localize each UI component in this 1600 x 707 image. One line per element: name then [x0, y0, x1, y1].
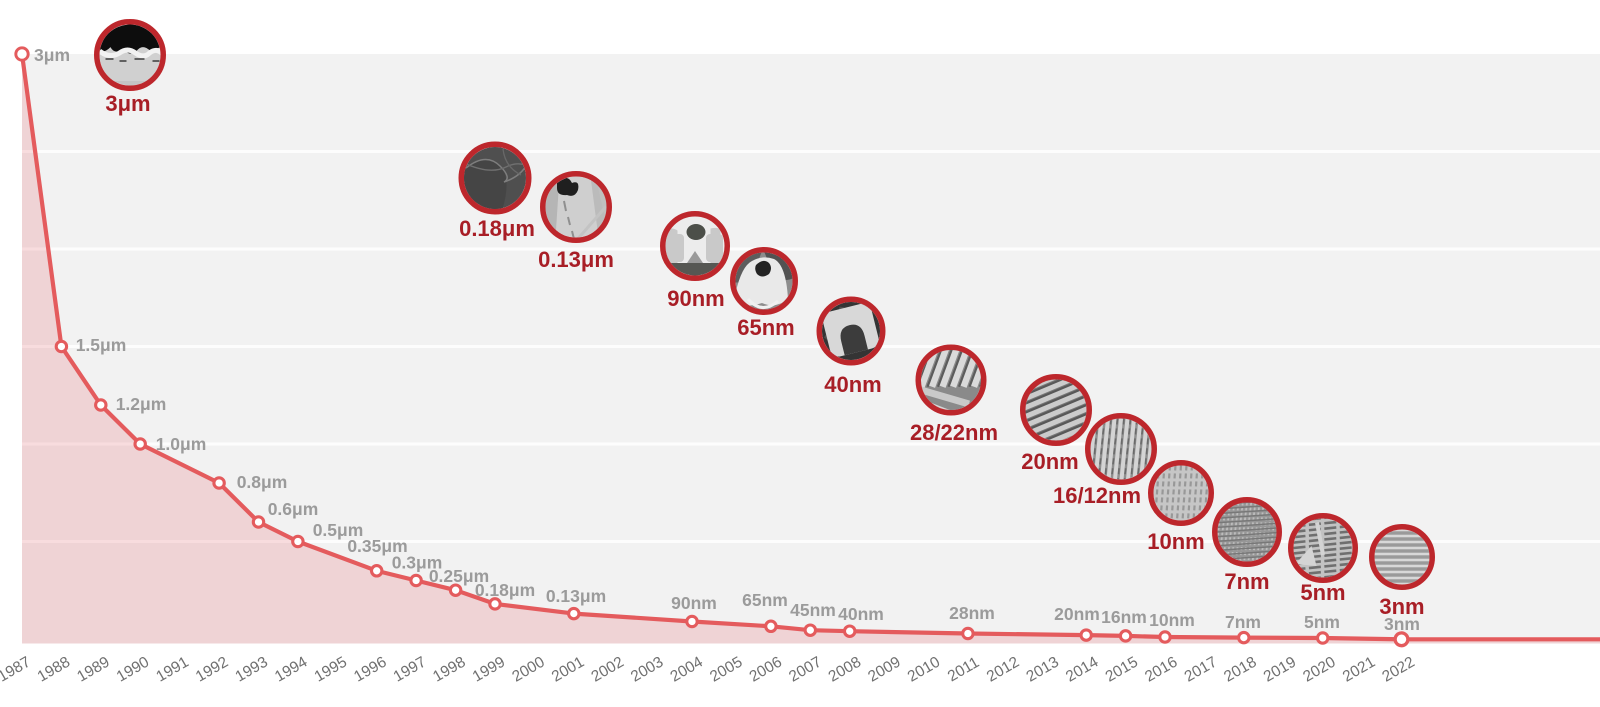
svg-text:3nm: 3nm	[1379, 594, 1424, 619]
svg-text:10nm: 10nm	[1149, 610, 1195, 630]
svg-text:0.13μm: 0.13μm	[538, 247, 614, 272]
svg-text:28nm: 28nm	[949, 603, 995, 623]
svg-text:16/12nm: 16/12nm	[1053, 483, 1141, 508]
svg-text:0.8μm: 0.8μm	[237, 472, 288, 492]
svg-text:90nm: 90nm	[667, 286, 724, 311]
svg-text:0.18μm: 0.18μm	[475, 580, 535, 600]
svg-text:0.25μm: 0.25μm	[429, 566, 489, 586]
svg-text:3nm: 3nm	[1384, 614, 1420, 634]
svg-text:40nm: 40nm	[824, 372, 881, 397]
svg-text:1.5μm: 1.5μm	[76, 335, 127, 355]
svg-text:0.18μm: 0.18μm	[459, 216, 535, 241]
svg-text:20nm: 20nm	[1021, 449, 1078, 474]
svg-text:16nm: 16nm	[1101, 607, 1147, 627]
svg-text:0.6μm: 0.6μm	[268, 499, 319, 519]
svg-text:45nm: 45nm	[790, 600, 836, 620]
svg-text:90nm: 90nm	[671, 593, 717, 613]
svg-text:10nm: 10nm	[1147, 529, 1204, 554]
svg-text:5nm: 5nm	[1304, 612, 1340, 632]
svg-text:40nm: 40nm	[838, 604, 884, 624]
svg-text:0.35μm: 0.35μm	[347, 536, 407, 556]
svg-text:0.5μm: 0.5μm	[313, 520, 364, 540]
svg-text:5nm: 5nm	[1300, 580, 1345, 605]
svg-text:65nm: 65nm	[737, 315, 794, 340]
svg-text:1.0μm: 1.0μm	[156, 434, 207, 454]
svg-text:65nm: 65nm	[742, 590, 788, 610]
svg-text:28/22nm: 28/22nm	[910, 420, 998, 445]
svg-text:7nm: 7nm	[1225, 612, 1261, 632]
svg-text:0.3μm: 0.3μm	[392, 553, 443, 573]
svg-text:0.13μm: 0.13μm	[546, 586, 606, 606]
svg-text:1.2μm: 1.2μm	[116, 394, 167, 414]
svg-text:7nm: 7nm	[1224, 569, 1269, 594]
svg-text:3μm: 3μm	[105, 91, 150, 116]
svg-text:20nm: 20nm	[1054, 604, 1100, 624]
svg-text:3μm: 3μm	[34, 45, 70, 65]
